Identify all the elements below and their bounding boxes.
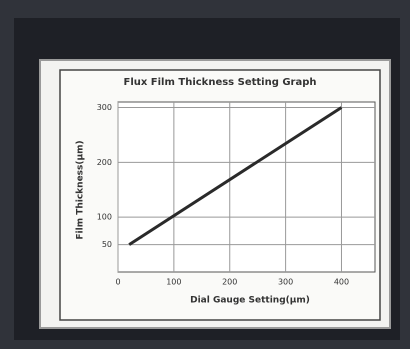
chart-title: Flux Film Thickness Setting Graph [123, 77, 316, 88]
page: Flux Film Thickness Setting Graph Film T… [0, 0, 410, 349]
y-tick-label: 100 [97, 213, 112, 222]
x-tick-label: 100 [166, 278, 181, 287]
y-tick-label: 300 [97, 103, 112, 112]
y-axis-label: Film Thickness(μm) [76, 140, 86, 239]
x-tick-label: 200 [222, 278, 237, 287]
x-tick-label: 400 [334, 278, 349, 287]
x-tick-label: 0 [115, 278, 120, 287]
y-tick-label: 50 [102, 240, 112, 249]
x-tick-label: 300 [278, 278, 293, 287]
chart: Flux Film Thickness Setting Graph Film T… [0, 0, 410, 349]
plot-area [118, 102, 375, 272]
x-axis-label: Dial Gauge Setting(μm) [190, 296, 310, 306]
y-tick-label: 200 [97, 158, 112, 167]
